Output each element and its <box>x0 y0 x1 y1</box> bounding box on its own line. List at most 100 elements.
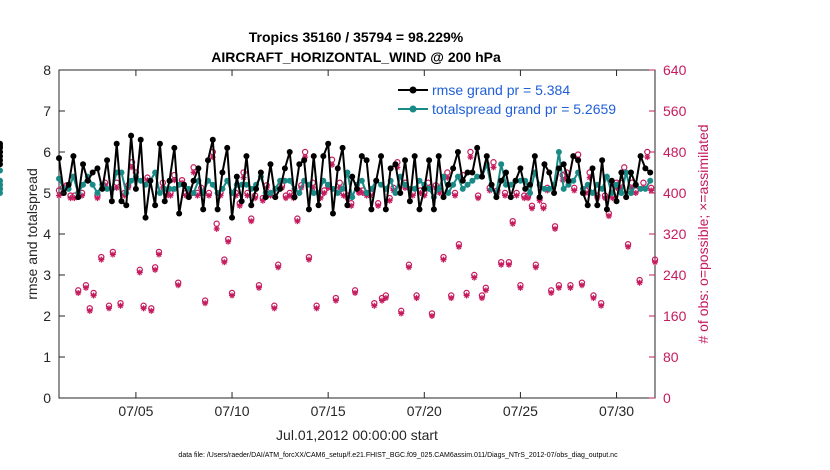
y-axis-right-label: # of obs: o=possible; ×=assimilated <box>695 124 711 343</box>
obs-assimilated-point <box>509 220 516 227</box>
y-left-tick-label: 4 <box>43 226 51 242</box>
rmse-line <box>58 134 651 219</box>
obs-assimilated-point <box>213 225 220 232</box>
legend-rmse-label: rmse grand pr = 5.384 <box>432 82 570 98</box>
obs-assimilated-point <box>428 313 435 319</box>
totalspread-point <box>450 181 457 188</box>
rmse-point <box>325 140 332 147</box>
x-tick-label: 07/30 <box>599 403 634 419</box>
totalspread-point <box>156 190 163 196</box>
obs-assimilated-point <box>321 190 328 196</box>
rmse-point <box>522 185 529 192</box>
rmse-point <box>214 206 221 213</box>
rmse-point <box>305 206 312 213</box>
y-right-tick-label: 560 <box>663 103 687 119</box>
rmse-point <box>435 153 442 160</box>
rmse-point <box>397 190 404 196</box>
totalspread-point <box>281 177 288 184</box>
rmse-point <box>613 198 620 205</box>
y-right-tick-label: 0 <box>663 390 671 406</box>
rmse-point <box>378 153 385 160</box>
rmse-point <box>89 169 96 176</box>
obs-assimilated-point <box>571 187 578 194</box>
rmse-point <box>161 198 168 205</box>
rmse-point <box>113 140 120 147</box>
obs-assimilated-point <box>382 295 389 302</box>
totalspread-point <box>570 177 577 184</box>
obs-assimilated-point <box>275 264 282 271</box>
x-axis-label: Jul.01,2012 00:00:00 start <box>276 427 438 443</box>
chart-subtitle: AIRCRAFT_HORIZONTAL_WIND @ 200 hPa <box>211 49 501 65</box>
totalspread-point <box>555 149 562 155</box>
obs-assimilated-point <box>313 305 320 312</box>
obs-assimilated-point <box>502 192 509 199</box>
obs-assimilated-point <box>652 259 658 266</box>
legend: rmse grand pr = 5.384 totalspread grand … <box>398 82 616 117</box>
obs-assimilated-point <box>86 307 93 314</box>
rmse-point <box>426 157 433 164</box>
obs-assimilated-point <box>455 243 462 250</box>
obs-assimilated-point <box>286 192 293 199</box>
rmse-point <box>536 194 543 201</box>
rmse-point <box>152 202 159 209</box>
rmse-point <box>430 206 437 213</box>
rmse-point <box>195 165 202 172</box>
rmse-point <box>584 202 591 209</box>
obs-assimilated-point <box>282 195 289 202</box>
obs-assimilated-point <box>636 279 643 286</box>
rmse-point <box>99 185 106 192</box>
totalspread-point <box>498 161 505 168</box>
rmse-point <box>358 153 365 160</box>
obs-assimilated-point <box>525 195 532 202</box>
obs-assimilated-point <box>148 307 155 314</box>
obs-assimilated-point <box>94 195 101 202</box>
totalspread-point <box>541 185 548 192</box>
rmse-point <box>517 165 524 172</box>
obs-assimilated-point <box>375 202 382 209</box>
y-axis-left-label: rmse and totalspread <box>24 168 40 300</box>
rmse-point <box>349 173 356 180</box>
obs-assimilated-point <box>305 256 312 263</box>
rmse-point <box>503 169 509 176</box>
rmse-point <box>118 198 125 205</box>
rmse-point <box>296 161 303 168</box>
rmse-point <box>575 157 582 164</box>
obs-assimilated-point <box>478 295 485 302</box>
rmse-point <box>205 157 211 164</box>
rmse-point <box>498 177 505 184</box>
obs-assimilated-point <box>90 292 97 299</box>
obs-assimilated-point <box>448 295 455 302</box>
obs-assimilated-point <box>378 297 385 304</box>
obs-assimilated-point <box>578 282 585 289</box>
x-tick-label: 07/10 <box>215 403 250 419</box>
totalspread-point <box>637 185 644 192</box>
totalspread-point <box>325 181 332 188</box>
rmse-point <box>493 194 500 201</box>
rmse-point <box>233 173 240 180</box>
rmse-point <box>166 177 173 184</box>
totalspread-point <box>464 181 471 188</box>
totalspread-point <box>474 173 481 180</box>
obs-assimilated-point <box>255 284 262 291</box>
rmse-point <box>334 165 341 172</box>
obs-assimilated-point <box>517 284 524 291</box>
rmse-point <box>248 202 255 209</box>
y-right-tick-label: 320 <box>663 226 687 242</box>
x-tick-label: 07/05 <box>118 403 153 419</box>
rmse-point <box>238 198 245 205</box>
rmse-point <box>627 169 634 176</box>
y-left-tick-label: 0 <box>43 390 51 406</box>
y-left-tick-label: 2 <box>43 308 51 324</box>
rmse-point <box>229 214 236 221</box>
totalspread-point <box>80 181 87 188</box>
rmse-point <box>402 157 409 164</box>
rmse-point <box>128 132 135 139</box>
rmse-point <box>450 165 457 172</box>
rmse-point <box>531 153 538 160</box>
obs-assimilated-point <box>644 154 651 161</box>
obs-assimilated-point <box>548 289 555 296</box>
totalspread-point <box>642 185 649 192</box>
obs-assimilated-point <box>152 266 159 273</box>
